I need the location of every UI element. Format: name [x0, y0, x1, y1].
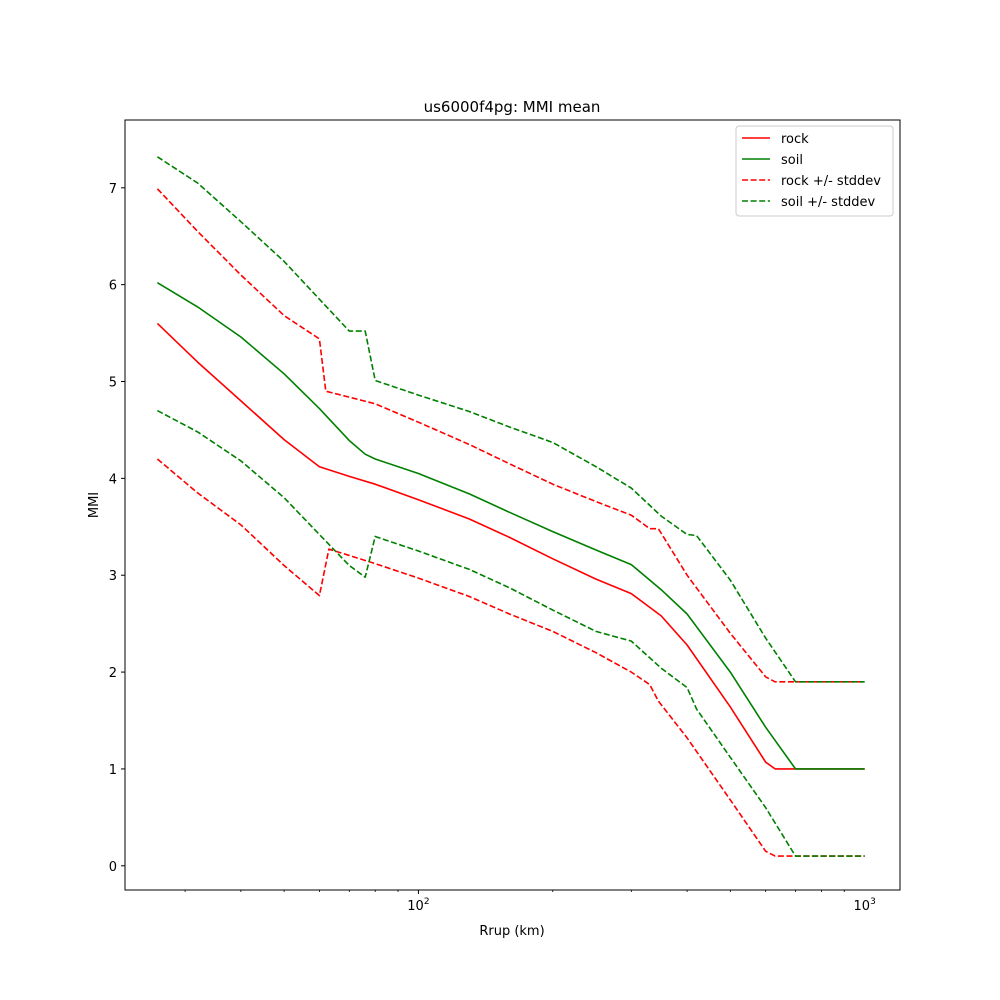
- x-axis-label: Rrup (km): [479, 924, 544, 939]
- series-line-0: [156, 322, 865, 770]
- legend-label-1: soil: [781, 153, 803, 168]
- y-axis-label: MMI: [87, 492, 102, 518]
- legend-label-2: rock +/- stddev: [781, 174, 881, 189]
- series-line-2: [156, 188, 865, 683]
- y-tick-label-5: 5: [109, 376, 117, 391]
- x-tick-label-0: 102: [407, 897, 429, 914]
- chart-title: us6000f4pg: MMI mean: [424, 98, 601, 116]
- y-tick-label-0: 0: [109, 860, 117, 875]
- y-tick-label-4: 4: [109, 472, 117, 487]
- y-tick-label-1: 1: [109, 763, 117, 778]
- y-tick-label-3: 3: [109, 569, 117, 584]
- series-layer: [156, 156, 865, 857]
- plot-frame: [124, 119, 901, 891]
- x-tick-label-1: 103: [854, 897, 876, 914]
- y-tick-label-2: 2: [109, 666, 117, 681]
- series-line-5: [157, 409, 865, 857]
- x-ticks: 102 103: [184, 890, 876, 914]
- y-ticks: 0 1 2 3 4 5 6 7: [109, 182, 125, 875]
- series-line-3: [156, 458, 865, 857]
- y-tick-label-7: 7: [109, 182, 117, 197]
- legend: rock soil rock +/- stddev soil +/- stddev: [735, 125, 894, 217]
- legend-label-3: soil +/- stddev: [781, 195, 876, 210]
- y-tick-label-6: 6: [109, 279, 117, 294]
- series-line-1: [156, 282, 865, 770]
- series-line-4: [156, 156, 865, 683]
- legend-box: [735, 125, 894, 217]
- legend-label-0: rock: [781, 132, 809, 147]
